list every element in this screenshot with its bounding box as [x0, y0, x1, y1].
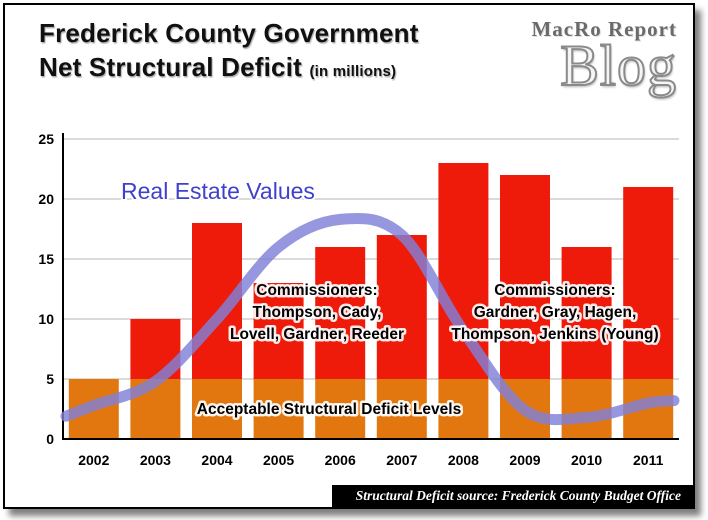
header: Frederick County Government Net Structur… — [39, 17, 677, 98]
x-tick-label: 2006 — [325, 452, 356, 468]
report-frame: Frederick County Government Net Structur… — [3, 3, 695, 509]
real-estate-curve — [60, 212, 680, 426]
bar-base-2004 — [192, 379, 242, 439]
bar-2005 — [253, 283, 304, 379]
y-tick-label: 5 — [46, 371, 54, 387]
y-tick-label: 20 — [38, 191, 54, 207]
bar-base-2008 — [438, 379, 489, 439]
deficit-bar-chart: 0 5 10 15 20 25 2002 2003 2004 2005 2006 2007 2008 20… — [21, 127, 685, 483]
y-tick-label: 25 — [38, 131, 54, 147]
bar-2011 — [623, 187, 674, 379]
page-title: Frederick County Government Net Structur… — [39, 17, 419, 85]
x-tick-label: 2008 — [448, 452, 479, 468]
title-line-1: Frederick County Government — [39, 18, 419, 48]
commissioners-left-label: Commissioners: — [256, 282, 377, 299]
bar-base-2007 — [376, 379, 427, 439]
x-tick-label: 2005 — [263, 452, 294, 468]
bar-2009 — [500, 175, 550, 379]
x-tick-label: 2004 — [201, 452, 232, 468]
x-tick-label: 2010 — [571, 452, 602, 468]
logo-blog: Blog — [559, 33, 677, 98]
bar-2006 — [315, 247, 366, 379]
x-tick-label: 2007 — [386, 452, 417, 468]
real-estate-values-label: Real Estate Values — [121, 178, 315, 204]
bar-base-2010 — [561, 379, 612, 439]
commissioners-right-label: Thompson, Jenkins (Young) — [451, 326, 658, 343]
acceptable-level-label: Acceptable Structural Deficit Levels — [197, 401, 461, 418]
bar-2008 — [438, 163, 489, 379]
source-footer: Structural Deficit source: Frederick Cou… — [331, 485, 695, 509]
y-tick-label: 10 — [38, 311, 54, 327]
title-line-2-text: Net Structural Deficit — [39, 51, 303, 82]
chart-svg: 0 5 10 15 20 25 2002 2003 2004 2005 2006 2007 2008 20… — [38, 131, 680, 468]
commissioners-left-label: Thompson, Cady, — [253, 304, 382, 321]
x-tick-label: 2011 — [633, 452, 664, 468]
x-tick-label: 2009 — [509, 452, 540, 468]
macro-report-blog-logo: MacRo Report Blog — [531, 17, 677, 98]
commissioners-right-label: Gardner, Gray, Hagen, — [474, 304, 637, 321]
logo-macro-report: MacRo Report — [531, 17, 677, 41]
source-text: Structural Deficit source: Frederick Cou… — [355, 488, 681, 503]
y-tick-label: 0 — [46, 431, 54, 447]
bar-base-2005 — [253, 379, 304, 439]
y-tick-label: 15 — [38, 251, 54, 267]
bar-base-2006 — [315, 379, 366, 439]
commissioners-left-label: Lovell, Gardner, Reeder — [230, 326, 404, 343]
x-tick-label: 2003 — [140, 452, 171, 468]
x-tick-label: 2002 — [78, 452, 109, 468]
commissioners-right-label: Commissioners: — [494, 282, 615, 299]
title-line-2: Net Structural Deficit (in millions) — [39, 51, 419, 85]
bar-2010 — [561, 247, 612, 379]
title-units: (in millions) — [309, 62, 397, 80]
